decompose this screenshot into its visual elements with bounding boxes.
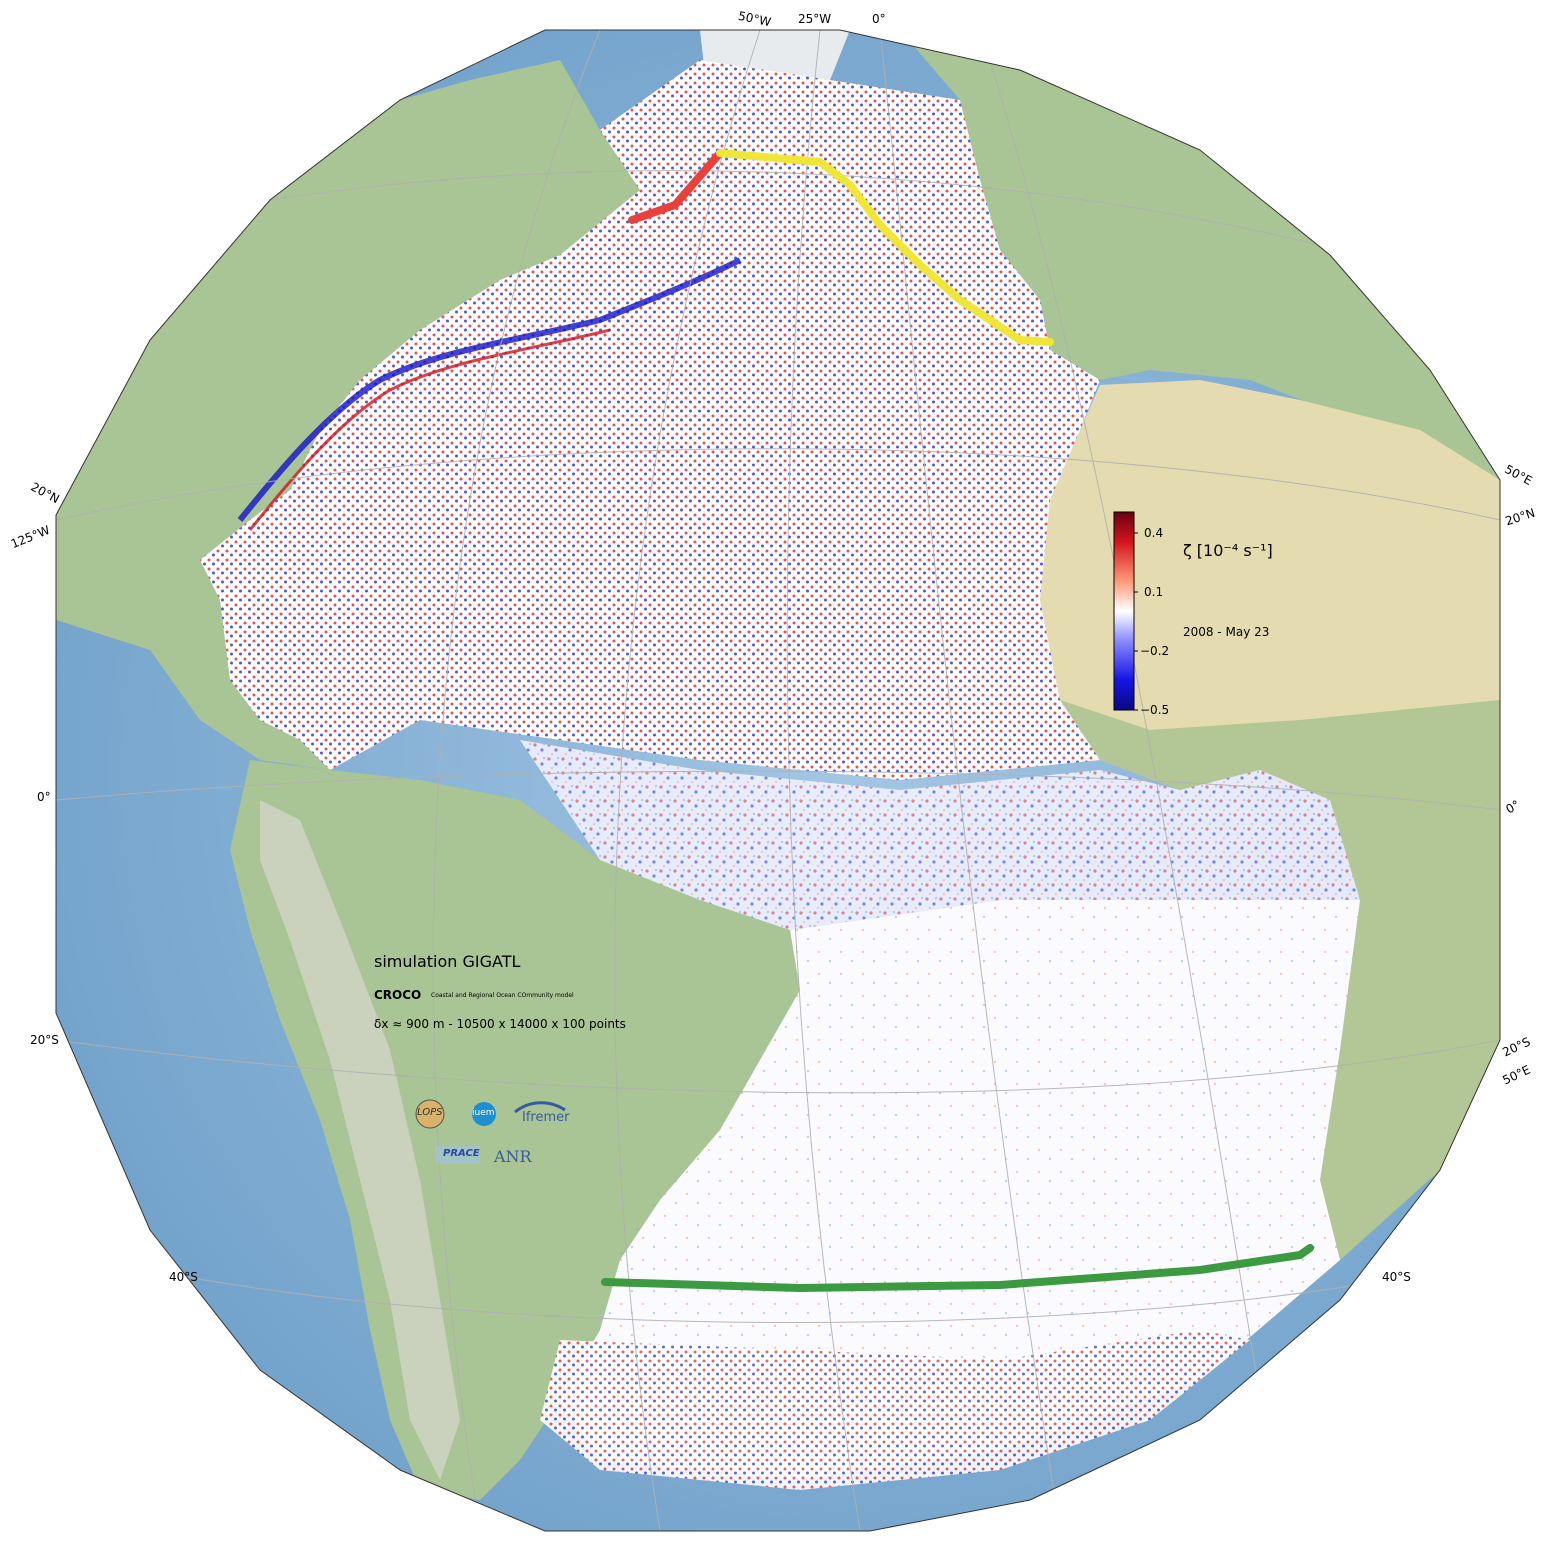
colorbar-tick-0: 0.4 [1144,526,1164,540]
lon-label-25w: 25°W [798,12,832,26]
lops-logo-text: LOPS [417,1107,443,1118]
green-section [601,1244,1314,1293]
lat-label-20s-left: 20°S [30,1033,59,1047]
lat-label-40s-right: 40°S [1382,1270,1411,1284]
vorticity-southern-ocean [540,1330,1250,1490]
graticule [56,30,1500,1531]
land-andes [260,800,460,1480]
gulf-stream [237,257,742,522]
ifremer-logo-text: Ifremer [522,1110,570,1125]
colorbar-label: ζ [10⁻⁴ s⁻¹] [1183,541,1273,560]
lat-label-0-left: 0° [37,790,51,804]
ifremer-logo [514,1101,566,1114]
vorticity-tropical-atlantic [520,740,1360,930]
colorbar [1113,511,1135,711]
model-full-name: Coastal and Regional Ocean COmmunity mod… [431,992,574,999]
lops-logo [415,1099,445,1129]
red-section [628,149,724,224]
globe-outline [55,29,1501,1532]
resolution-text: δx ≈ 900 m - 10500 x 14000 x 100 points [374,1017,626,1031]
iuem-logo-text: iuem [472,1108,495,1118]
lon-label-0: 0° [872,12,886,26]
iuem-logo [472,1102,496,1126]
land-south-america [230,760,800,1500]
land-north-america [56,60,640,770]
colorbar-tick-3: −0.5 [1140,703,1170,717]
colorbar-tick-1: 0.1 [1144,585,1164,599]
vorticity-south-atlantic [560,900,1360,1480]
land-africa-green [1060,700,1500,1260]
prace-logo [435,1146,480,1164]
date-label: 2008 - May 23 [1183,625,1270,639]
vorticity-north-atlantic [200,60,1100,780]
lat-label-40s-left: 40°S [169,1270,198,1284]
colorbar-ticks [1134,532,1138,711]
anr-logo-text: ANR [494,1147,532,1166]
land-europe [900,30,1500,480]
yellow-section [716,149,1054,346]
logos [415,1099,566,1164]
simulation-title: simulation GIGATL [374,952,521,971]
model-name: CROCO [374,988,422,1002]
prace-logo-text: PRACE [443,1148,480,1159]
gulf-stream-red [248,328,611,531]
colorbar-tick-2: −0.2 [1140,644,1170,658]
